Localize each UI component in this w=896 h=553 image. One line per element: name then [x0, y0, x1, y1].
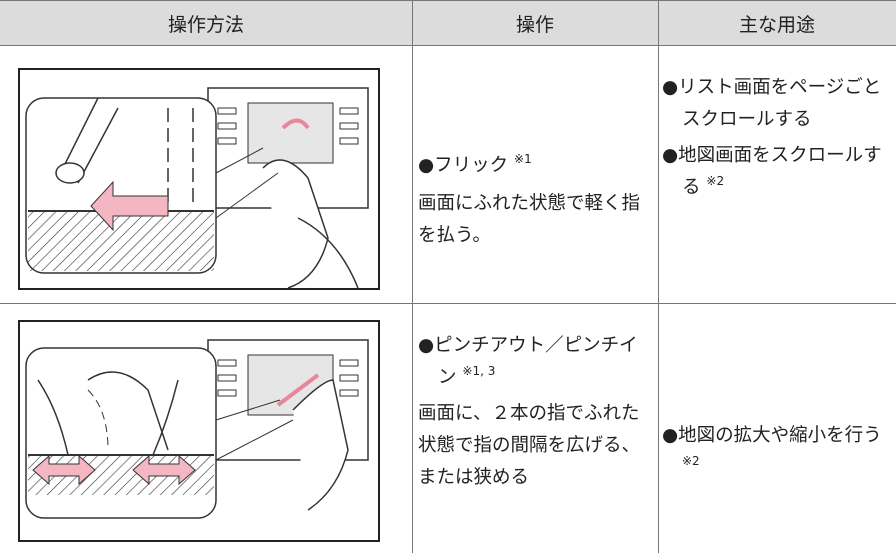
- operation-cell: ●フリック ※1 画面にふれた状態で軽く指を払う。: [418, 150, 654, 252]
- flick-illustration: [18, 68, 380, 290]
- column-border: [658, 0, 659, 553]
- note: ※2: [706, 174, 725, 188]
- row-border: [0, 303, 896, 304]
- operation-cell: ●ピンチアウト／ピンチイン ※1, 3 画面に、２本の指でふれた状態で指の間隔を…: [418, 330, 654, 494]
- header-cell: 操作: [412, 0, 658, 46]
- header-cell: 主な用途: [658, 0, 896, 46]
- operation-name: ●ピンチアウト／ピンチイン ※1, 3: [418, 330, 654, 394]
- use-item: ●リスト画面をページごとスクロールする: [662, 77, 882, 130]
- pinch-illustration: [18, 320, 380, 542]
- header-cell: 操作方法: [0, 0, 412, 46]
- operation-name-text: ●フリック: [418, 155, 509, 176]
- operation-description: 画面に、２本の指でふれた状態で指の間隔を広げる、または狭める: [418, 403, 641, 488]
- operation-name-text: ●ピンチアウト／ピンチイン: [418, 335, 638, 388]
- note: ※2: [682, 454, 700, 468]
- use-item: ●地図画面をスクロールする ※2: [662, 140, 894, 204]
- note: ※1: [514, 152, 532, 166]
- use-cell: ●リスト画面をページごとスクロールする ●地図画面をスクロールする ※2: [662, 72, 894, 204]
- use-item: ●地図の拡大や縮小を行う ※2: [662, 420, 894, 484]
- column-border: [412, 0, 413, 553]
- use-cell: ●地図の拡大や縮小を行う ※2: [662, 420, 894, 484]
- note: ※1, 3: [462, 364, 496, 378]
- use-text: ●地図画面をスクロールする: [662, 145, 882, 198]
- operation-name: ●フリック ※1: [418, 150, 654, 182]
- use-text: ●地図の拡大や縮小を行う: [662, 425, 882, 446]
- operation-description: 画面にふれた状態で軽く指を払う。: [418, 193, 641, 246]
